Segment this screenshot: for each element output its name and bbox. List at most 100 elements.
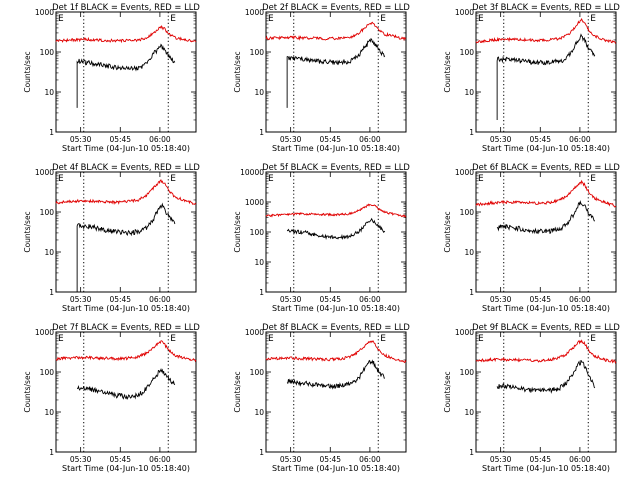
- y-tick-label: 100: [250, 228, 265, 237]
- x-tick-label: 05:30: [70, 135, 92, 144]
- detector-panel-6: Det 6f BLACK = Events, RED = LLD 1 10 100 10…: [443, 162, 620, 313]
- y-tick-label: 1000: [455, 168, 474, 177]
- x-tick-label: 05:45: [319, 295, 341, 304]
- x-axis-title: Start Time (04-Jun-10 05:18:40): [482, 304, 610, 313]
- marker-label: E: [380, 334, 386, 344]
- y-tick-label: 10: [254, 258, 264, 267]
- y-tick-label: 100: [40, 208, 55, 217]
- series-events-line: [496, 33, 596, 120]
- x-axis-title: Start Time (04-Jun-10 05:18:40): [272, 464, 400, 473]
- y-tick-label: 10: [254, 408, 264, 417]
- x-tick-label: 05:30: [70, 295, 92, 304]
- y-tick-label: 1: [469, 448, 474, 457]
- series-events-line: [496, 359, 596, 394]
- x-tick-label: 06:00: [569, 295, 591, 304]
- x-tick-label: 05:45: [319, 455, 341, 464]
- series-lld-line: [265, 340, 407, 364]
- series-events-line: [286, 37, 386, 108]
- x-axis-title: Start Time (04-Jun-10 05:18:40): [62, 464, 190, 473]
- series-events-line: [286, 217, 386, 240]
- y-tick-label: 1: [49, 448, 54, 457]
- y-tick-label: 1000: [35, 328, 54, 337]
- x-tick-label: 05:45: [529, 135, 551, 144]
- y-tick-label: 10: [44, 248, 54, 257]
- x-tick-label: 05:45: [109, 295, 131, 304]
- x-tick-label: 06:00: [359, 455, 381, 464]
- series-events-line: [76, 43, 176, 108]
- marker-label: E: [380, 14, 386, 24]
- y-tick-label: 1000: [245, 198, 264, 207]
- y-tick-label: 1000: [35, 168, 54, 177]
- marker-label: E: [170, 174, 176, 184]
- x-axis-title: Start Time (04-Jun-10 05:18:40): [272, 304, 400, 313]
- x-tick-label: 05:30: [70, 455, 92, 464]
- y-axis-title: Counts/sec: [443, 211, 452, 252]
- x-tick-label: 05:30: [280, 295, 302, 304]
- x-tick-label: 06:00: [149, 455, 171, 464]
- marker-label: E: [478, 334, 484, 344]
- y-tick-label: 1000: [245, 8, 264, 17]
- y-tick-label: 100: [250, 48, 265, 57]
- x-tick-label: 05:30: [490, 295, 512, 304]
- x-tick-label: 05:30: [280, 455, 302, 464]
- y-tick-label: 10: [44, 408, 54, 417]
- panel-title: Det 6f BLACK = Events, RED = LLD: [472, 162, 620, 172]
- x-axis-title: Start Time (04-Jun-10 05:18:40): [62, 144, 190, 153]
- y-tick-label: 10: [464, 248, 474, 257]
- x-axis-title: Start Time (04-Jun-10 05:18:40): [62, 304, 190, 313]
- marker-label: E: [268, 334, 274, 344]
- y-axis-title: Counts/sec: [443, 51, 452, 92]
- detector-panel-7: Det 7f BLACK = Events, RED = LLD 1 10 100 10…: [23, 322, 200, 473]
- x-tick-label: 05:30: [490, 135, 512, 144]
- detector-panel-4: Det 4f BLACK = Events, RED = LLD 1 10 100 10…: [23, 162, 200, 313]
- y-tick-label: 10: [254, 88, 264, 97]
- y-axis-title: Counts/sec: [443, 371, 452, 412]
- y-tick-label: 100: [460, 368, 475, 377]
- y-axis-title: Counts/sec: [233, 51, 242, 92]
- y-tick-label: 10000: [240, 168, 264, 177]
- y-tick-label: 10: [44, 88, 54, 97]
- marker-label: E: [58, 334, 64, 344]
- y-tick-label: 1: [49, 128, 54, 137]
- plot-frame: [475, 331, 617, 453]
- marker-label: E: [170, 14, 176, 24]
- y-tick-label: 1000: [455, 8, 474, 17]
- plot-frame: [265, 11, 407, 133]
- x-tick-label: 05:30: [280, 135, 302, 144]
- y-tick-label: 1: [469, 128, 474, 137]
- marker-label: E: [590, 174, 596, 184]
- y-tick-label: 1: [259, 448, 264, 457]
- series-events-line: [76, 368, 176, 400]
- x-tick-label: 06:00: [569, 455, 591, 464]
- x-tick-label: 06:00: [359, 135, 381, 144]
- series-events-line: [286, 359, 385, 390]
- x-axis-title: Start Time (04-Jun-10 05:18:40): [272, 144, 400, 153]
- marker-label: E: [478, 174, 484, 184]
- y-tick-label: 1: [469, 288, 474, 297]
- series-lld-line: [55, 24, 197, 44]
- series-events-line: [76, 202, 176, 292]
- y-tick-label: 1000: [455, 328, 474, 337]
- marker-label: E: [58, 174, 64, 184]
- detector-panel-2: Det 2f BLACK = Events, RED = LLD 1 10 100 10…: [233, 2, 410, 153]
- y-axis-title: Counts/sec: [233, 211, 242, 252]
- marker-label: E: [170, 334, 176, 344]
- plot-frame: [265, 171, 407, 293]
- panel-title: Det 7f BLACK = Events, RED = LLD: [52, 322, 200, 332]
- marker-label: E: [590, 334, 596, 344]
- x-tick-label: 05:45: [319, 135, 341, 144]
- x-tick-label: 05:30: [490, 455, 512, 464]
- y-tick-label: 100: [460, 208, 475, 217]
- detector-panel-8: Det 8f BLACK = Events, RED = LLD 1 10 100 10…: [233, 322, 410, 473]
- marker-label: E: [268, 14, 274, 24]
- y-tick-label: 100: [40, 368, 55, 377]
- y-tick-label: 1000: [35, 8, 54, 17]
- y-tick-label: 10: [464, 88, 474, 97]
- series-lld-line: [475, 17, 617, 44]
- x-tick-label: 06:00: [149, 135, 171, 144]
- plot-frame: [55, 11, 197, 133]
- y-axis-title: Counts/sec: [23, 371, 32, 412]
- y-tick-label: 100: [40, 48, 55, 57]
- y-axis-title: Counts/sec: [233, 371, 242, 412]
